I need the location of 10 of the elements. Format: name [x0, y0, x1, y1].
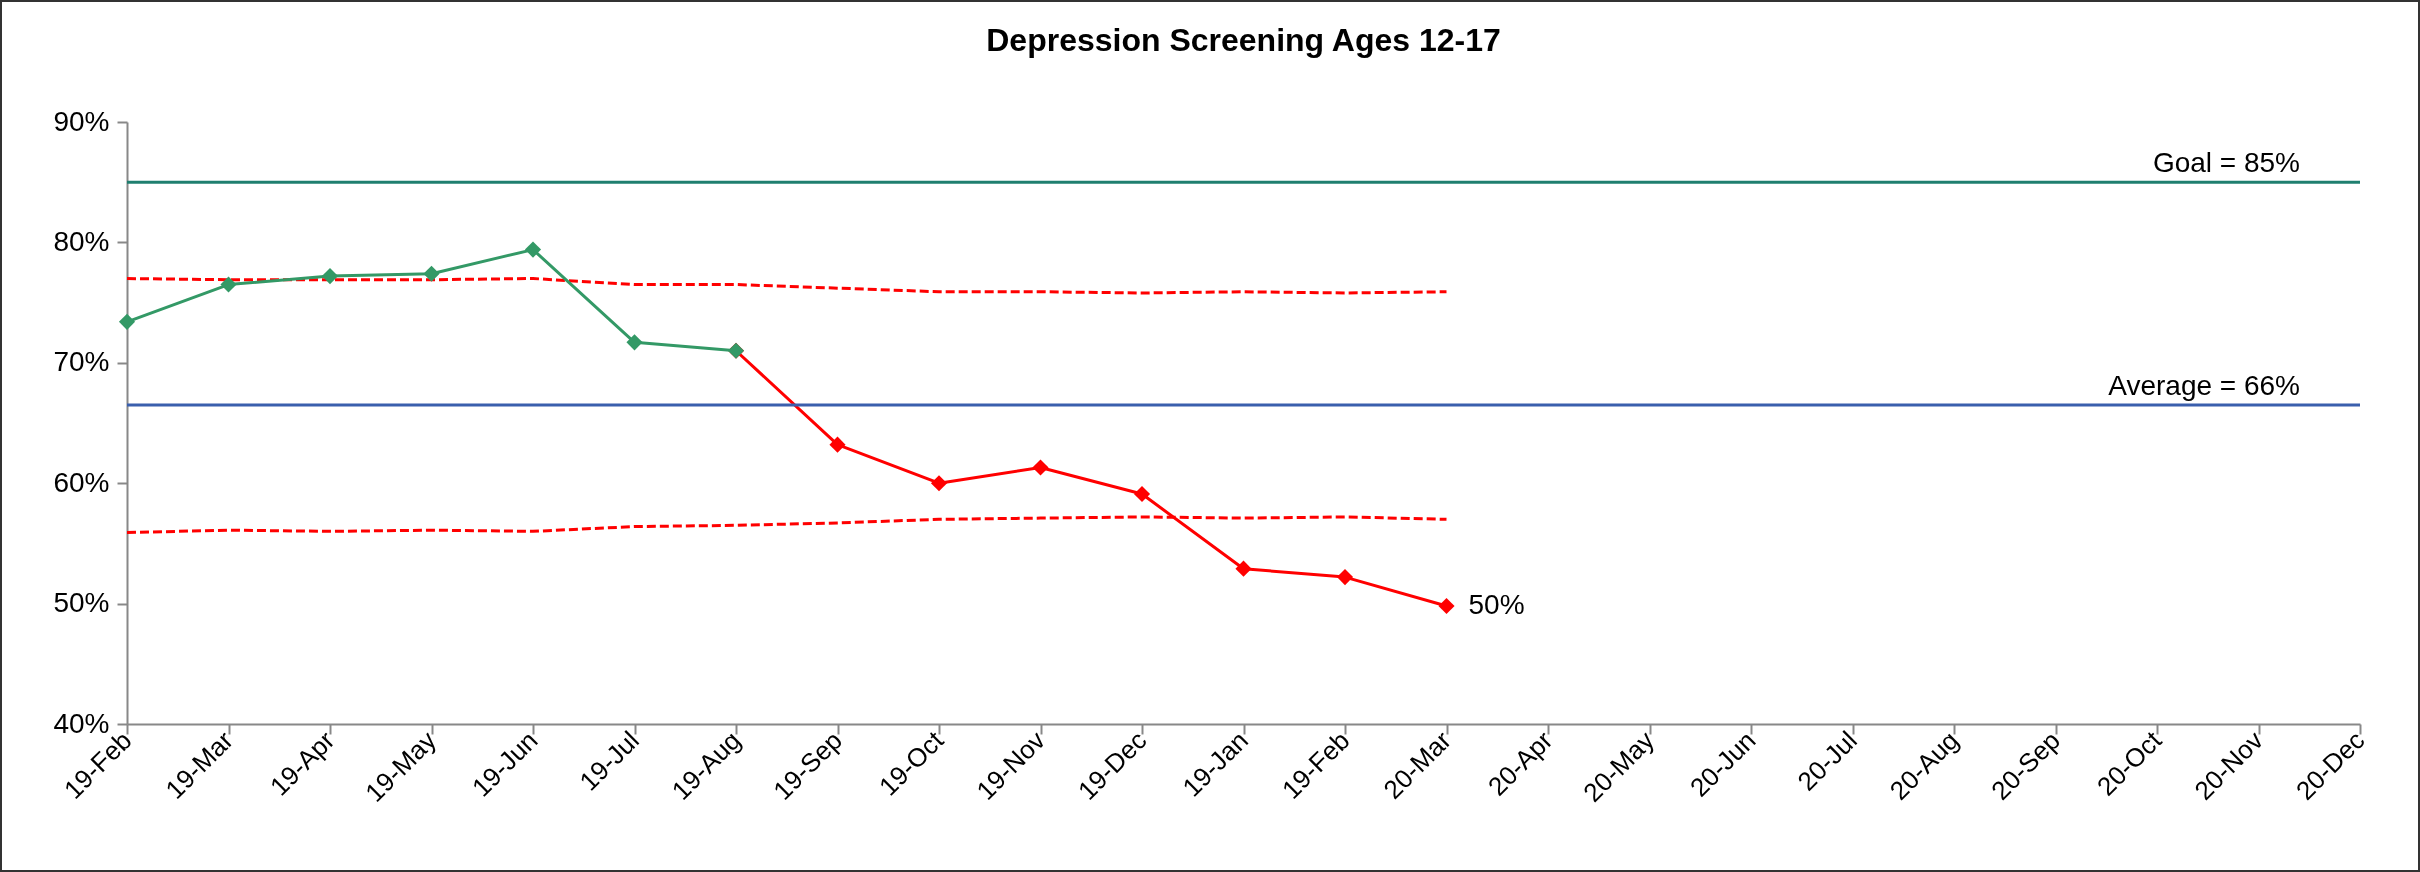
ref-line-label: Average = 66%: [2108, 369, 2300, 401]
y-tick-label: 70%: [53, 346, 110, 378]
y-tick-label: 50%: [53, 587, 110, 619]
ref-line-label: Goal = 85%: [2152, 147, 2300, 179]
chart-title: Depression Screening Ages 12-17: [986, 22, 1501, 58]
data-label: 50%: [1468, 589, 1525, 621]
y-tick-label: 40%: [53, 707, 110, 739]
y-tick-label: 90%: [53, 105, 110, 137]
y-tick-label: 60%: [53, 466, 110, 498]
y-tick-label: 80%: [53, 225, 110, 257]
